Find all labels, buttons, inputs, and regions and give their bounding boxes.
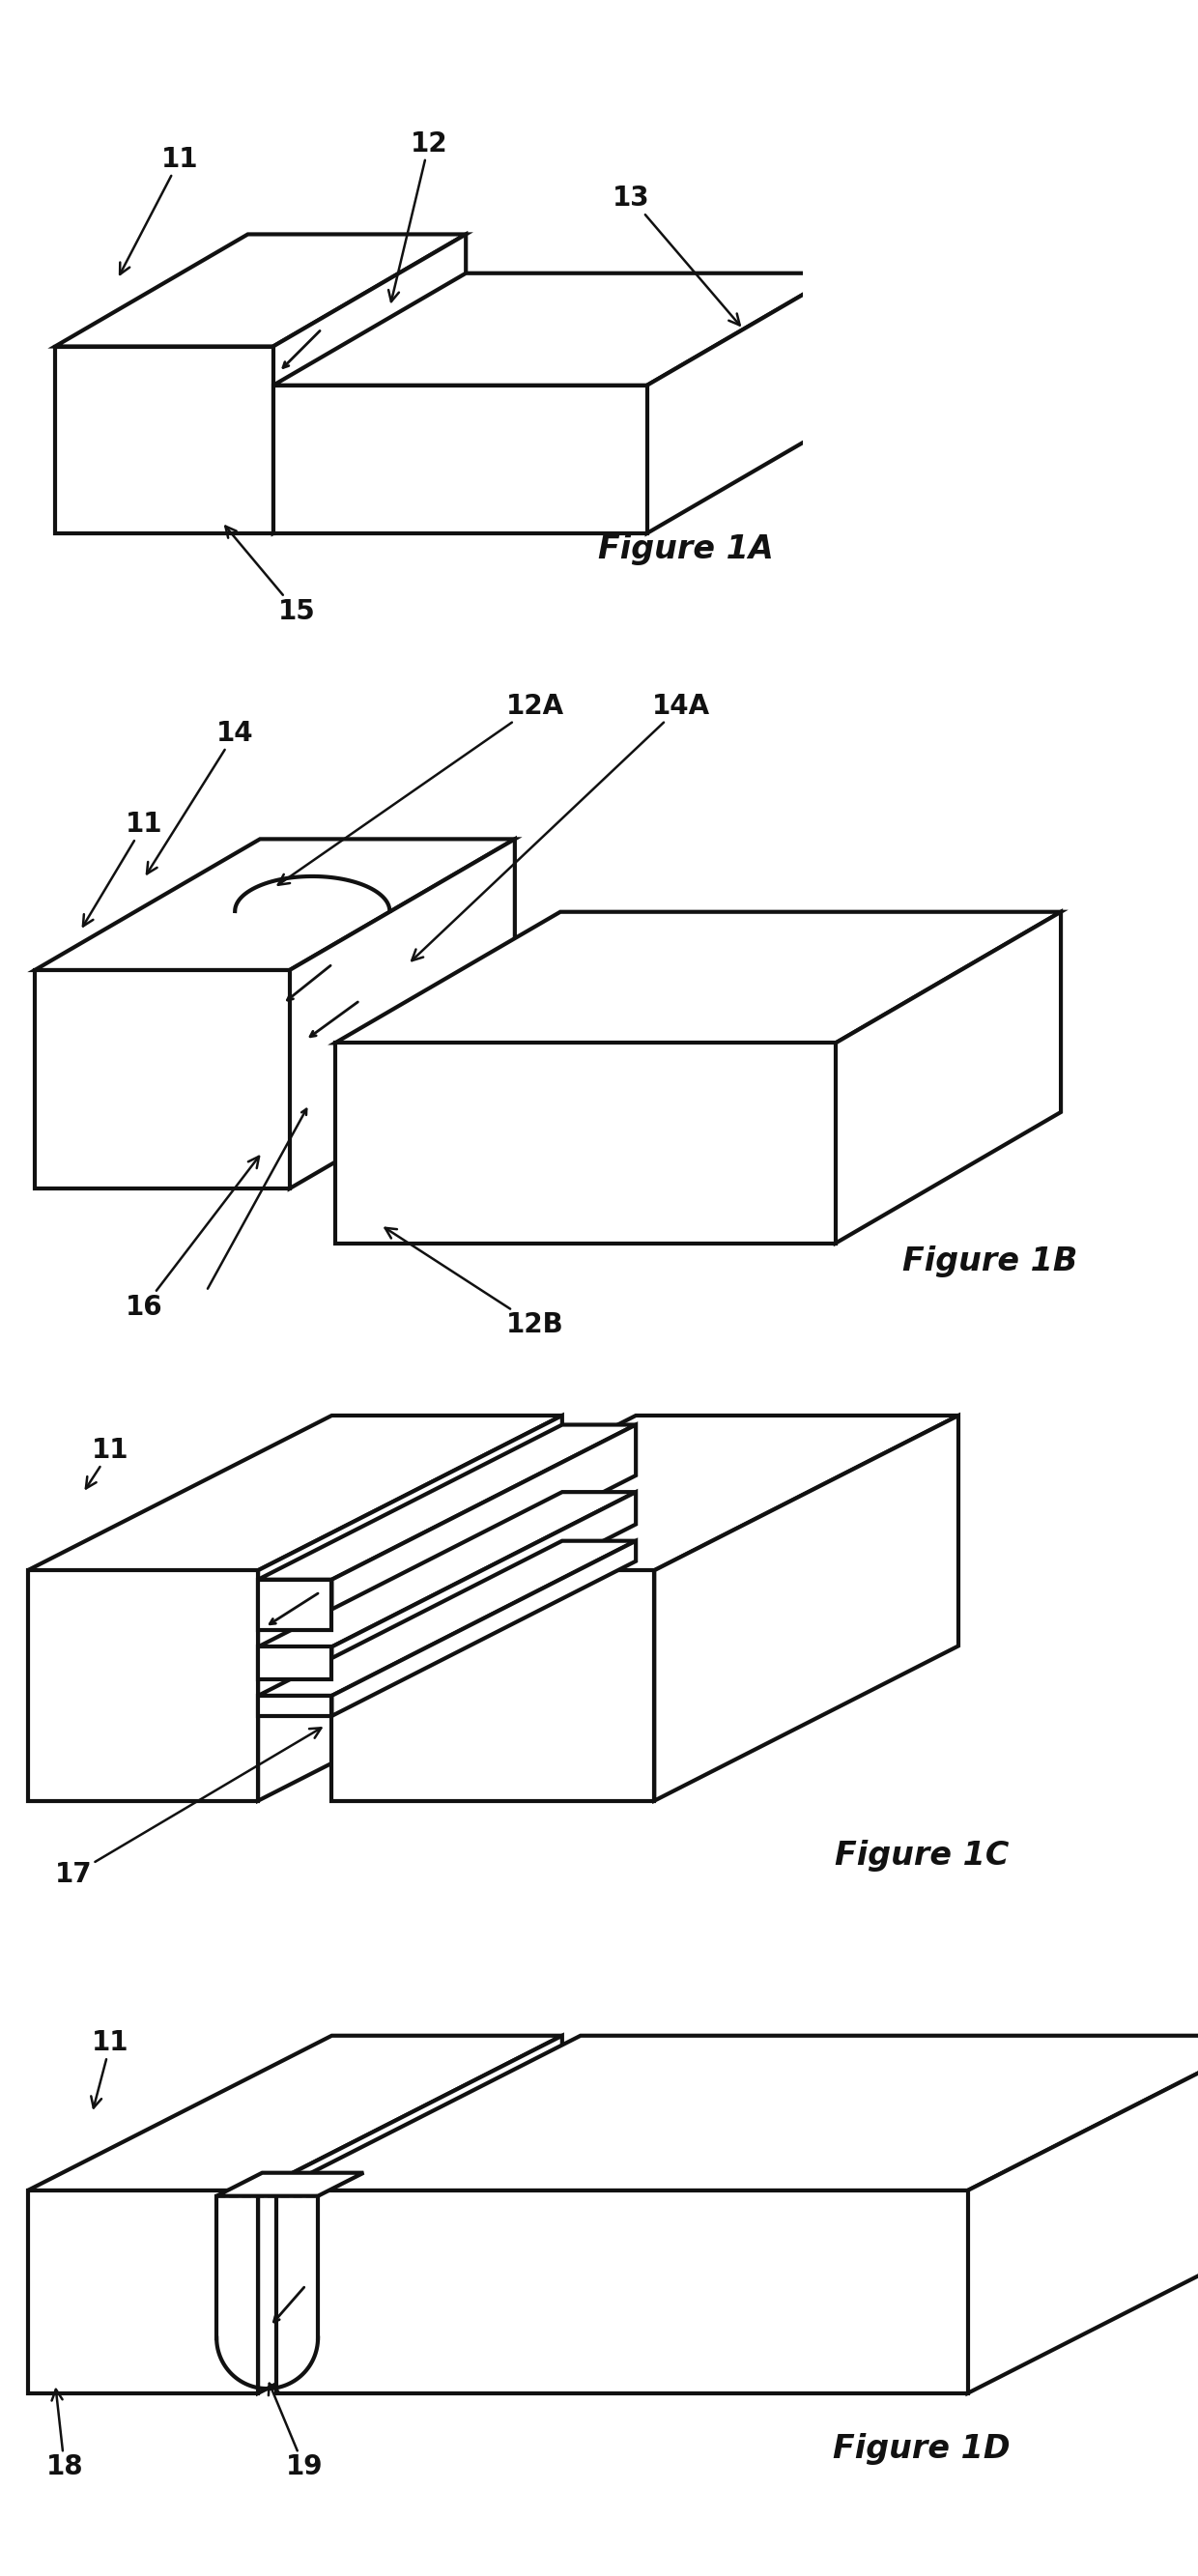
Text: 17: 17 <box>55 1728 321 1888</box>
Text: 14: 14 <box>147 719 254 873</box>
Polygon shape <box>258 1492 636 1646</box>
Text: Figure 1C: Figure 1C <box>834 1839 1009 1873</box>
Polygon shape <box>332 1417 958 1571</box>
Polygon shape <box>273 273 840 386</box>
Polygon shape <box>335 1043 836 1244</box>
Text: Figure 1B: Figure 1B <box>903 1244 1078 1278</box>
Polygon shape <box>55 234 466 345</box>
Text: 11: 11 <box>120 147 199 276</box>
Polygon shape <box>28 1417 562 1571</box>
Polygon shape <box>273 386 647 533</box>
Polygon shape <box>258 1579 332 1631</box>
Polygon shape <box>35 971 290 1188</box>
Text: Figure 1D: Figure 1D <box>833 2432 1010 2465</box>
Text: 12A: 12A <box>278 693 564 886</box>
Polygon shape <box>258 1646 332 1680</box>
Text: 16: 16 <box>126 1157 259 1321</box>
Text: 11: 11 <box>91 2030 129 2107</box>
Polygon shape <box>258 1540 636 1695</box>
Polygon shape <box>55 345 273 533</box>
Polygon shape <box>836 912 1061 1244</box>
Text: 15: 15 <box>225 526 315 626</box>
Polygon shape <box>258 1695 332 1716</box>
Polygon shape <box>258 1425 636 1579</box>
Polygon shape <box>35 840 515 971</box>
Polygon shape <box>647 273 840 533</box>
Polygon shape <box>258 2035 562 2393</box>
Polygon shape <box>332 1425 636 1631</box>
Text: 14A: 14A <box>412 693 710 961</box>
Polygon shape <box>332 1571 654 1801</box>
Text: 19: 19 <box>268 2383 322 2481</box>
Polygon shape <box>968 2035 1198 2393</box>
Text: 12B: 12B <box>385 1229 564 1340</box>
Polygon shape <box>277 2190 968 2393</box>
Polygon shape <box>28 2190 258 2393</box>
Polygon shape <box>217 2172 363 2195</box>
Polygon shape <box>332 1540 636 1716</box>
Polygon shape <box>290 840 515 1188</box>
Polygon shape <box>28 1571 258 1801</box>
Polygon shape <box>654 1417 958 1801</box>
Text: Figure 1A: Figure 1A <box>598 533 774 564</box>
Polygon shape <box>273 234 466 533</box>
Polygon shape <box>28 2035 562 2190</box>
Text: 11: 11 <box>83 811 163 927</box>
Polygon shape <box>277 2035 1198 2190</box>
Text: 12: 12 <box>388 131 448 301</box>
Text: 18: 18 <box>46 2391 83 2481</box>
Polygon shape <box>335 912 1061 1043</box>
Polygon shape <box>332 1492 636 1680</box>
Text: 11: 11 <box>86 1437 129 1489</box>
Text: 13: 13 <box>612 185 740 325</box>
Polygon shape <box>258 1417 562 1801</box>
